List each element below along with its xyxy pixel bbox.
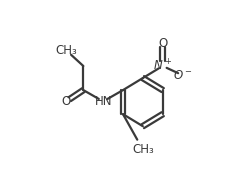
Text: $O^-$: $O^-$ <box>173 69 192 82</box>
Text: HN: HN <box>94 95 112 108</box>
Text: CH₃: CH₃ <box>55 44 77 57</box>
Text: O: O <box>158 37 167 50</box>
Text: $N^+$: $N^+$ <box>153 58 172 74</box>
Text: CH₃: CH₃ <box>132 143 154 156</box>
Text: O: O <box>62 95 71 108</box>
